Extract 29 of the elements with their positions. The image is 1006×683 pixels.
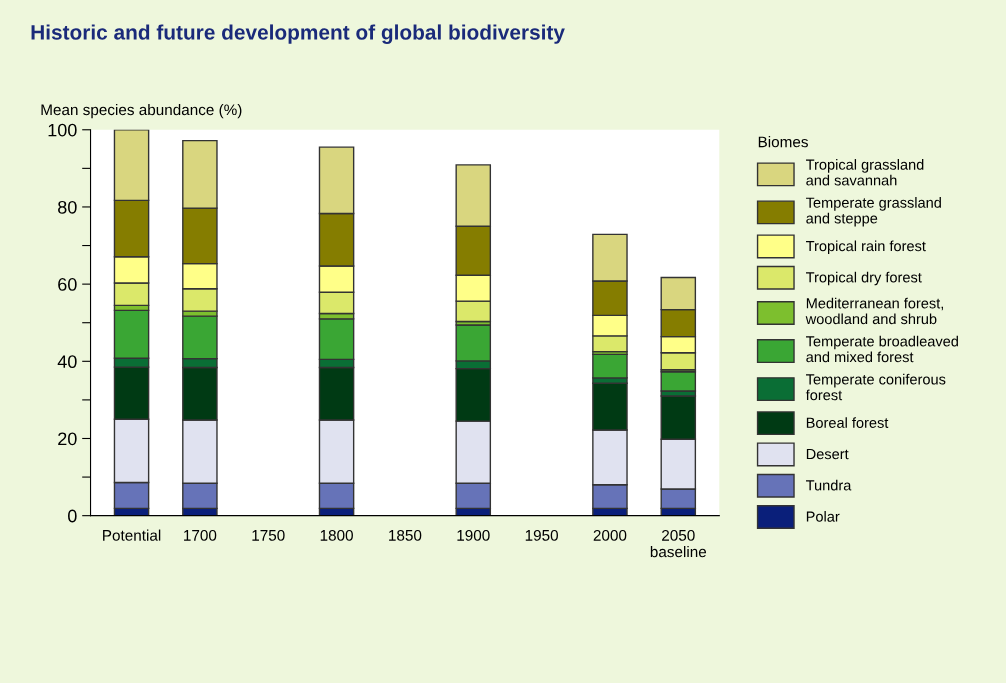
legend-title: Biomes bbox=[758, 136, 808, 148]
y-axis-title: Mean species abundance (%) bbox=[41, 103, 242, 119]
legend-label: Tropical grassland and savannah bbox=[806, 159, 924, 186]
x-tick-label: Potential bbox=[103, 529, 161, 541]
legend-label: Tropical rain forest bbox=[806, 240, 926, 255]
legend-label: Boreal forest bbox=[806, 417, 889, 428]
x-tick-label: 1900 bbox=[457, 529, 490, 541]
x-tick-label: 1750 bbox=[252, 529, 285, 541]
y-tick-label: 80 bbox=[58, 200, 77, 214]
chart-title: Historic and future development of global biodiversity bbox=[31, 24, 565, 44]
legend-label: Tropical dry forest bbox=[806, 271, 922, 286]
y-tick-label: 40 bbox=[57, 355, 77, 369]
y-tick-label: 0 bbox=[68, 509, 77, 523]
x-tick-label: 1850 bbox=[389, 529, 422, 541]
y-tick-label: 20 bbox=[58, 432, 77, 446]
x-tick-label: 1700 bbox=[184, 529, 217, 541]
legend-label: Mediterranean forest, woodland and shrub bbox=[805, 297, 943, 325]
x-tick-label: 1800 bbox=[320, 529, 353, 541]
x-tick-label: 2050 baseline bbox=[650, 529, 707, 558]
x-tick-label: 1950 bbox=[525, 529, 558, 541]
legend-label: Polar bbox=[806, 511, 840, 522]
legend-label: Temperate grassland and steppe bbox=[806, 197, 941, 227]
y-tick-label: 60 bbox=[58, 278, 77, 291]
x-tick-label: 2000 bbox=[593, 529, 627, 541]
legend-label: Temperate broadleaved and mixed forest bbox=[806, 335, 958, 363]
legend-label: Temperate coniferous forest bbox=[805, 373, 946, 401]
legend-label: Tundra bbox=[806, 479, 852, 491]
y-tick-label: 100 bbox=[48, 123, 77, 137]
legend-label: Desert bbox=[806, 449, 849, 460]
